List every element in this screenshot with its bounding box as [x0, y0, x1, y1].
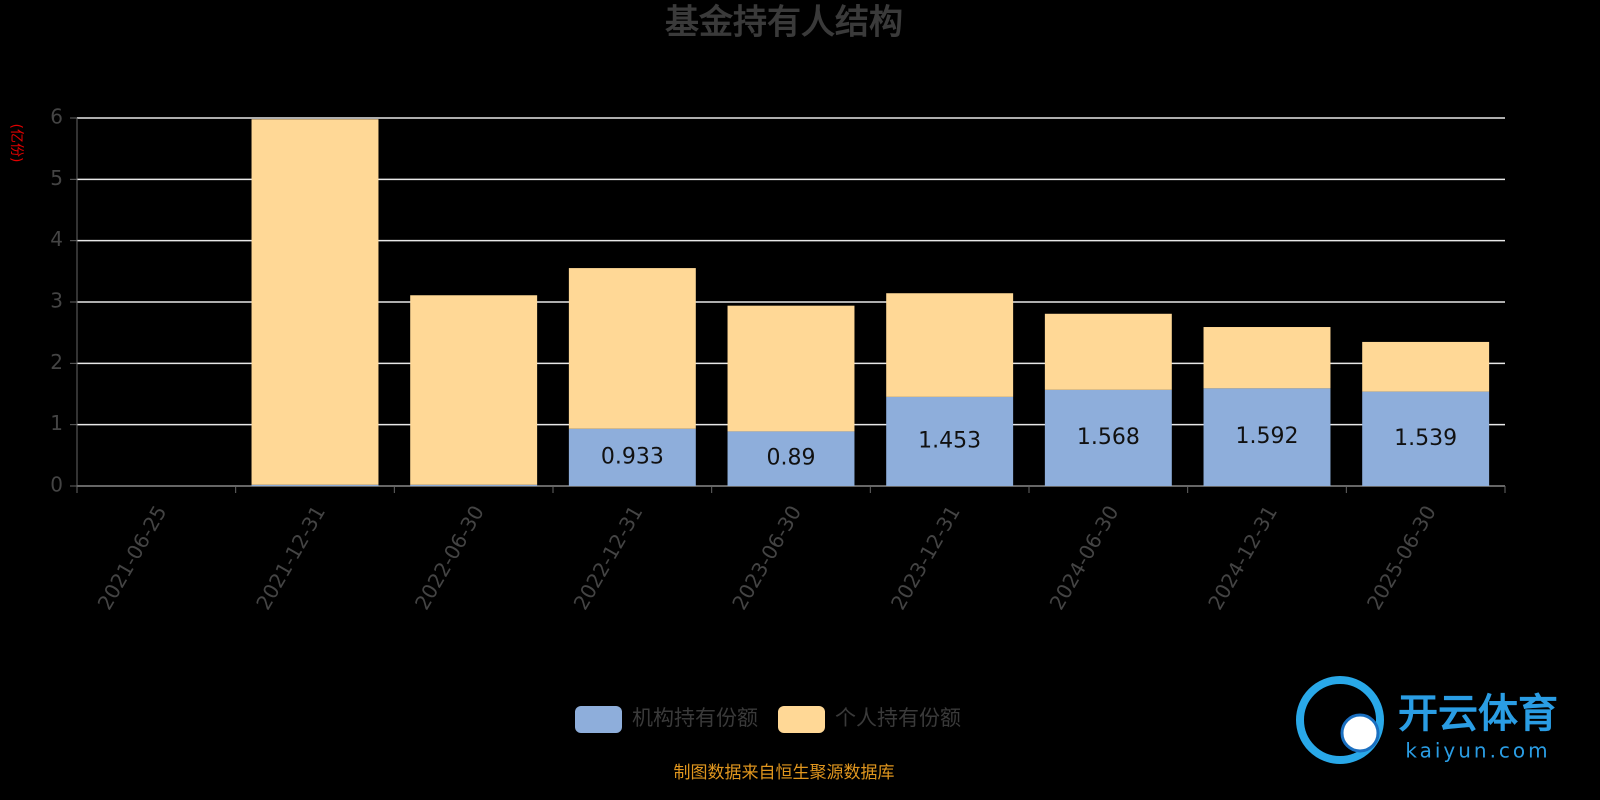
bar-segment	[886, 293, 1014, 397]
watermark-subtitle: kaiyun.com	[1405, 739, 1550, 763]
data-label: 1.568	[1077, 425, 1140, 450]
bar-segment	[568, 428, 696, 486]
y-tick-label: 2	[50, 350, 63, 374]
data-label: 1.539	[1394, 426, 1457, 451]
watermark-ball	[1340, 713, 1380, 753]
x-tick-label: 2022-12-31	[569, 501, 648, 614]
y-tick-label: 1	[50, 411, 63, 435]
bar-segment	[1203, 388, 1331, 486]
watermark: 开云体育 kaiyun.com	[1296, 676, 1558, 764]
legend-item[interactable]: 个人持有份额	[778, 706, 961, 733]
x-tick-label: 2023-12-31	[886, 501, 965, 614]
bar-segment	[410, 484, 538, 486]
bar-segment	[1362, 391, 1490, 486]
legend-item[interactable]: 机构持有份额	[575, 706, 758, 733]
bar-segment	[251, 484, 379, 486]
y-axis-label: (亿份)	[8, 124, 24, 163]
watermark-title: 开云体育	[1398, 691, 1558, 737]
bar-segment	[886, 396, 1014, 486]
x-tick-label: 2021-06-25	[93, 501, 172, 614]
x-tick-label: 2024-06-30	[1045, 501, 1124, 614]
legend-swatch	[575, 706, 622, 733]
bar-segment	[727, 431, 855, 486]
data-label: 0.933	[601, 444, 664, 469]
chart-title: 基金持有人结构	[665, 3, 903, 43]
y-tick-label: 0	[50, 473, 63, 497]
bar-segment	[568, 268, 696, 429]
x-tick-label: 2021-12-31	[251, 501, 330, 614]
bar-segment	[410, 295, 538, 485]
bar-segment	[1044, 313, 1172, 390]
source-note: 制图数据来自恒生聚源数据库	[674, 763, 895, 783]
x-tick-label: 2025-06-30	[1362, 501, 1441, 614]
legend-swatch	[778, 706, 825, 733]
x-tick-label: 2022-06-30	[410, 501, 489, 614]
data-label: 1.592	[1236, 424, 1299, 449]
x-tick-label: 2024-12-31	[1203, 501, 1282, 614]
bar-segment	[1203, 327, 1331, 389]
x-tick-label: 2023-06-30	[727, 501, 806, 614]
y-tick-label: 4	[50, 227, 63, 251]
bar-segment	[251, 119, 379, 485]
data-label: 0.89	[767, 446, 816, 471]
y-tick-label: 5	[50, 166, 63, 190]
bar-segment	[1044, 389, 1172, 486]
bar-segment	[1362, 341, 1490, 392]
bar-segment	[727, 305, 855, 432]
legend-label: 个人持有份额	[835, 706, 961, 730]
legend-label: 机构持有份额	[632, 706, 758, 730]
data-label: 1.453	[918, 428, 981, 453]
y-tick-label: 3	[50, 289, 63, 313]
watermark-logo	[1296, 676, 1384, 764]
y-tick-label: 6	[50, 105, 63, 129]
